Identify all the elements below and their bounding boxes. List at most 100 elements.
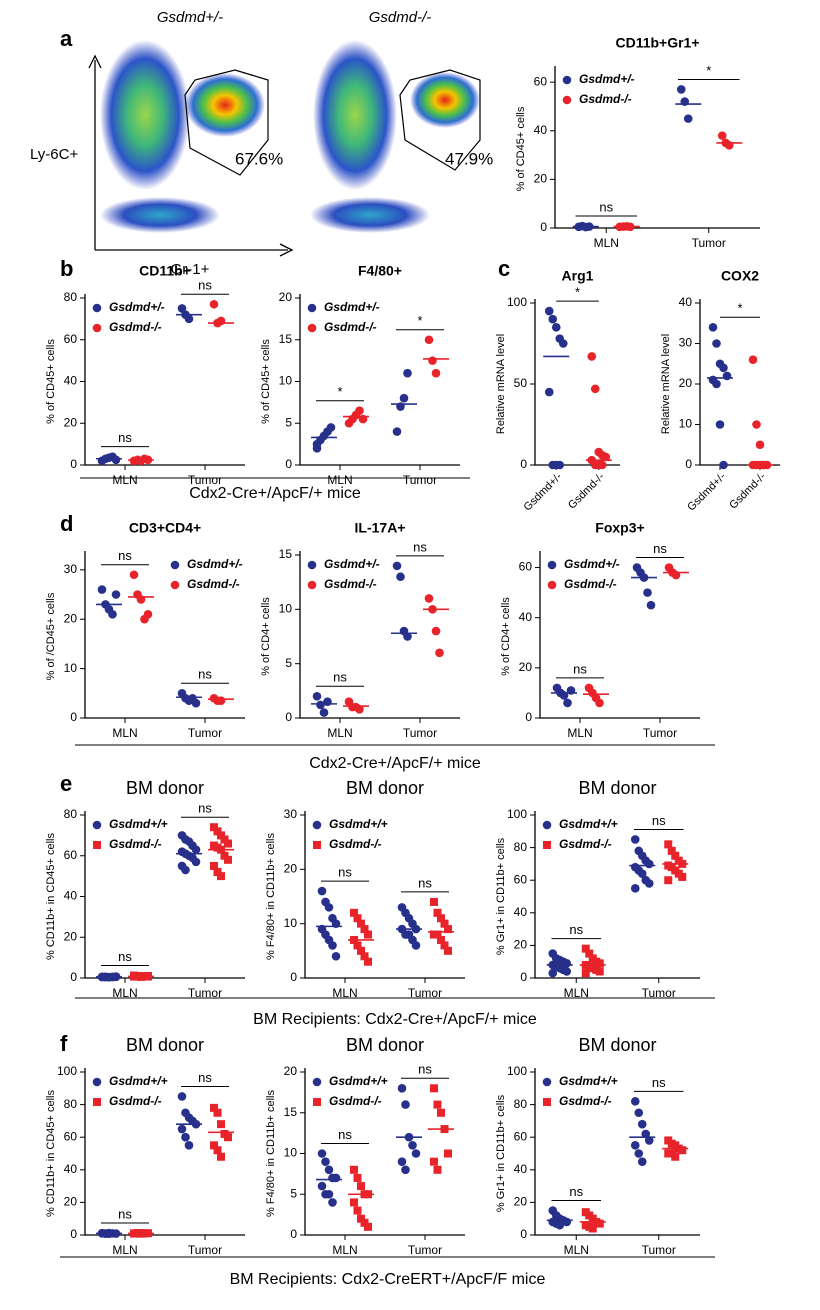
- footer: Cdx2-Cre+/ApcF/+ mice: [309, 755, 481, 772]
- significance-label: ns: [118, 430, 132, 445]
- x-tick-label: Tumor: [188, 726, 222, 740]
- data-point: [588, 1224, 597, 1233]
- legend-label: Gsdmd+/+: [559, 1074, 618, 1088]
- data-point: [213, 1108, 222, 1117]
- y-tick-label: 30: [679, 336, 693, 350]
- data-point: [181, 865, 190, 875]
- y-tick-label: 0: [520, 970, 527, 984]
- legend-marker: [307, 323, 317, 333]
- y-tick-label: 100: [507, 1064, 527, 1078]
- data-point: [630, 884, 640, 893]
- y-axis-label: % CD11b+ in CD45+ cells: [45, 833, 57, 960]
- data-point: [581, 969, 590, 978]
- significance-label: ns: [198, 278, 212, 293]
- data-point: [317, 1181, 327, 1191]
- data-point: [664, 876, 673, 885]
- legend-marker: [307, 580, 317, 590]
- footer: BM Recipients: Cdx2-Cre+/ApcF/+ mice: [253, 1011, 537, 1028]
- y-tick-label: 0: [70, 710, 77, 724]
- legend-label: Gsdmd+/-: [579, 72, 635, 86]
- data-point: [667, 846, 676, 855]
- data-point: [595, 1219, 604, 1228]
- data-point: [430, 897, 438, 906]
- significance-label: ns: [338, 865, 352, 880]
- legend-marker: [92, 303, 102, 313]
- y-tick-label: 0: [685, 457, 692, 471]
- y-tick-label: 10: [279, 602, 293, 616]
- data-point: [558, 339, 568, 348]
- x-tick-label: MLN: [112, 1243, 137, 1257]
- chart-title: BM donor: [346, 778, 424, 798]
- data-point: [548, 314, 558, 324]
- data-point: [209, 299, 219, 309]
- data-point: [595, 698, 604, 708]
- y-tick-label: 10: [284, 916, 298, 930]
- chart-title: BM donor: [126, 1035, 204, 1055]
- chart-title: BM donor: [346, 1035, 424, 1055]
- y-axis-label: % Gr1+ in CD11b+ cells: [495, 1094, 507, 1212]
- data-point: [664, 840, 673, 849]
- y-axis-label: % of /CD45+ cells: [45, 592, 57, 680]
- data-point: [712, 379, 721, 389]
- y-tick-label: 0: [540, 220, 547, 234]
- data-point: [353, 1206, 362, 1215]
- data-point: [433, 930, 442, 939]
- y-axis-label: % of CD45+ cells: [515, 106, 527, 191]
- data-point: [595, 959, 604, 968]
- x-tick-label: Tumor: [408, 986, 442, 1000]
- y-axis-label: Relative mRNA level: [495, 334, 507, 434]
- y-tick-label: 10: [64, 661, 78, 675]
- x-tick-label: Tumor: [643, 726, 677, 740]
- y-tick-label: 20: [284, 1064, 298, 1078]
- y-axis-label: % F4/80+ in CD11b+ cells: [265, 1090, 277, 1217]
- y-axis-label: % of CD45+ cells: [260, 339, 272, 424]
- y-tick-label: 20: [279, 290, 293, 304]
- data-point: [444, 925, 452, 934]
- y-tick-label: 50: [514, 376, 528, 390]
- data-point: [328, 941, 337, 950]
- y-tick-label: 5: [285, 656, 292, 670]
- legend-label: Gsdmd-/-: [579, 92, 632, 106]
- data-point: [360, 925, 369, 934]
- y-tick-label: 15: [279, 332, 293, 346]
- significance-label: ns: [599, 199, 613, 214]
- legend-marker: [562, 75, 572, 85]
- y-tick-label: 0: [525, 710, 532, 724]
- data-point: [437, 935, 445, 944]
- data-point: [324, 903, 334, 912]
- x-tick-label: MLN: [112, 986, 137, 1000]
- data-point: [641, 1129, 651, 1139]
- flow-y-label: Ly-6C+: [30, 146, 78, 163]
- y-tick-label: 60: [64, 332, 78, 346]
- data-point: [217, 831, 225, 840]
- data-point: [646, 600, 656, 610]
- panel-label: a: [60, 26, 73, 51]
- x-tick-label: Tumor: [403, 473, 437, 487]
- data-point: [191, 857, 201, 867]
- data-point: [317, 1149, 327, 1158]
- data-point: [210, 861, 218, 870]
- legend-label: Gsdmd-/-: [187, 577, 240, 591]
- data-point: [585, 949, 594, 958]
- data-point: [399, 393, 409, 403]
- y-axis-label: % Gr1+ in CD11b+ cells: [495, 837, 507, 955]
- data-point: [357, 1214, 365, 1223]
- axes: [534, 299, 620, 466]
- y-tick-label: 30: [64, 562, 78, 576]
- x-tick-label: Tumor: [188, 986, 222, 1000]
- significance-label: ns: [418, 875, 432, 890]
- y-tick-label: 20: [64, 1195, 78, 1209]
- data-point: [397, 1157, 407, 1166]
- y-tick-label: 20: [284, 862, 298, 876]
- data-point: [217, 1152, 225, 1161]
- panel-label: f: [60, 1031, 68, 1056]
- y-tick-label: 20: [514, 1195, 528, 1209]
- panel-label: d: [60, 511, 73, 536]
- data-point: [676, 85, 686, 94]
- data-point: [350, 908, 358, 917]
- data-point: [319, 708, 329, 717]
- data-point: [355, 406, 364, 416]
- data-point: [637, 869, 647, 878]
- data-point: [437, 914, 445, 923]
- data-point: [357, 1182, 365, 1191]
